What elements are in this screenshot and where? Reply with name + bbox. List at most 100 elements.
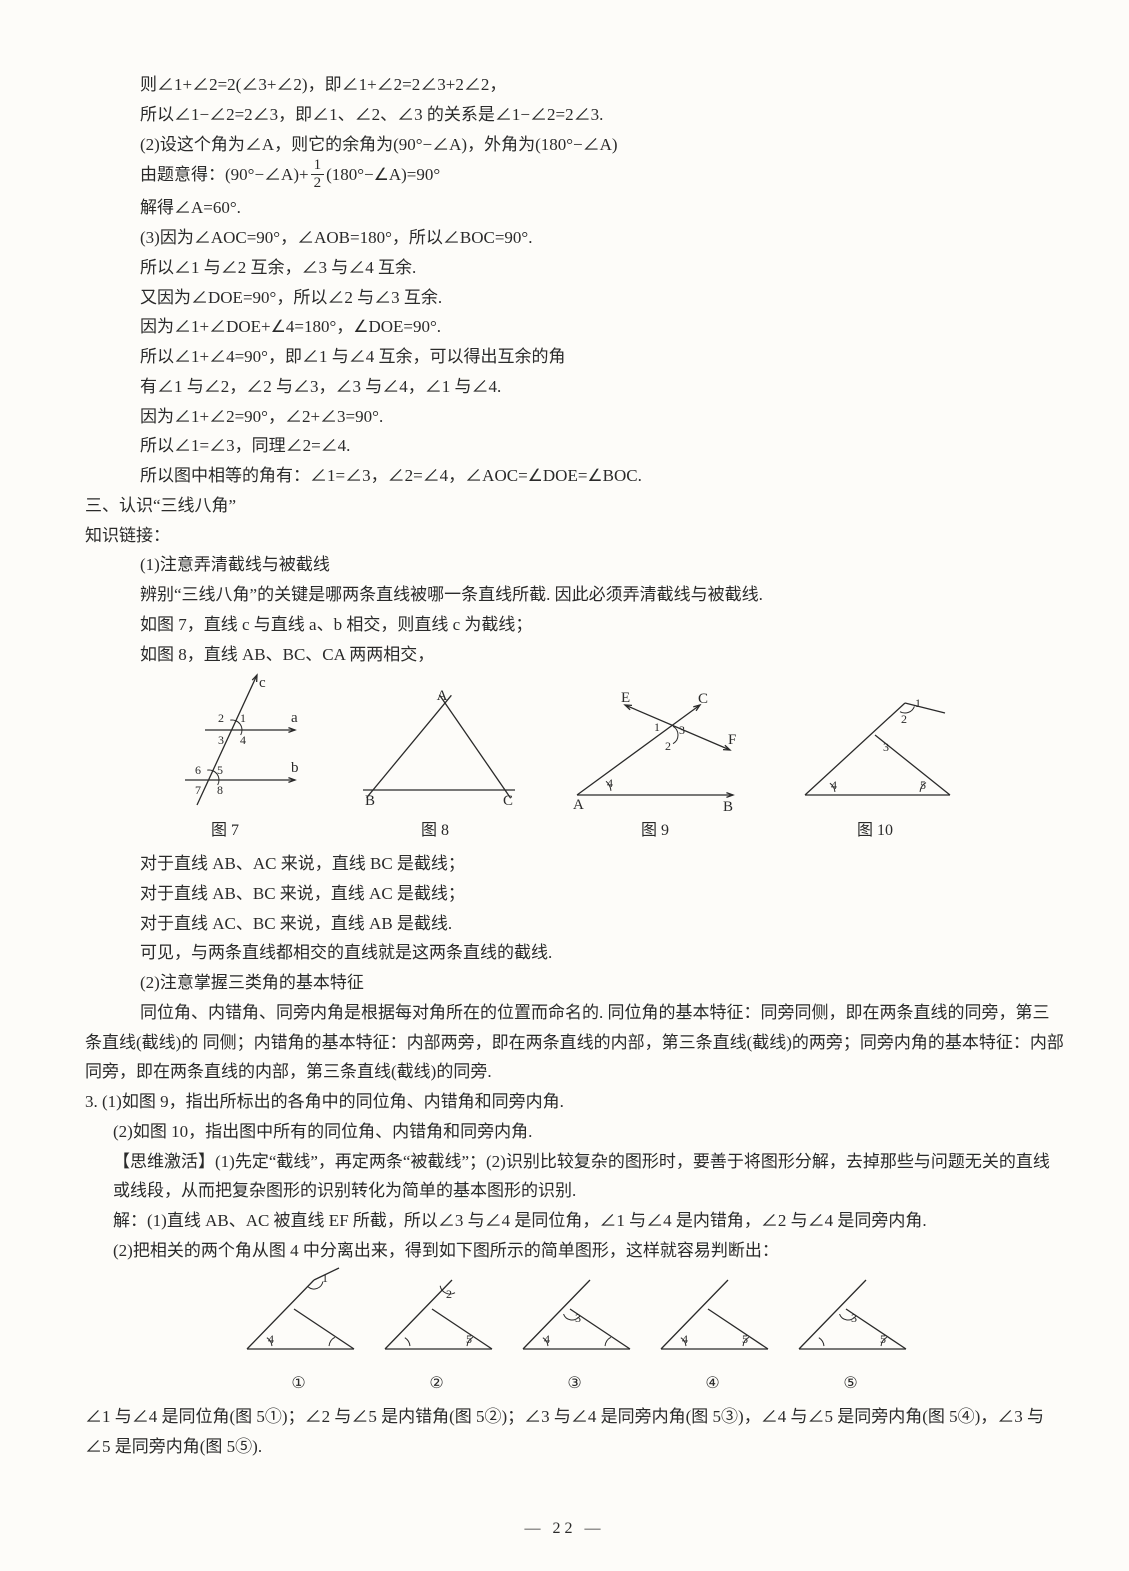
figure-8: ABC 图 8 <box>355 695 515 845</box>
small-fig-1: 41 ① <box>239 1274 359 1399</box>
line: 所以∠1−∠2=2∠3，即∠1、∠2、∠3 的关系是∠1−∠2=2∠3. <box>85 100 1064 130</box>
fig7-label: 图 7 <box>145 817 305 845</box>
line: 由题意得：(90°−∠A)+12(180°−∠A)=90° <box>85 159 1064 193</box>
small-fig5-svg: 53 <box>791 1274 911 1359</box>
svg-text:5: 5 <box>880 1332 886 1346</box>
know2-p2: 对于直线 AB、BC 来说，直线 AC 是截线； <box>85 879 1064 909</box>
small-fig3-svg: 43 <box>515 1274 635 1359</box>
q3-p1: 3. (1)如图 9，指出所标出的各角中的同位角、内错角和同旁内角. <box>85 1087 1064 1117</box>
svg-text:B: B <box>365 793 375 809</box>
siwei-label: 【思维激活】 <box>113 1152 215 1171</box>
svg-text:7: 7 <box>195 783 201 797</box>
know-p3: 如图 7，直线 c 与直线 a、b 相交，则直线 c 为截线； <box>85 610 1064 640</box>
svg-text:5: 5 <box>217 763 223 777</box>
figure-row-2: 41 ① 52 ② 43 ③ 45 ④ 53 ⑤ <box>85 1274 1064 1399</box>
svg-text:4: 4 <box>268 1332 274 1346</box>
small-fig3-label: ③ <box>515 1370 635 1398</box>
small-fig-5: 53 ⑤ <box>791 1274 911 1399</box>
svg-text:4: 4 <box>607 776 613 790</box>
know2-p1: 对于直线 AB、AC 来说，直线 BC 是截线； <box>85 849 1064 879</box>
svg-text:b: b <box>291 760 299 776</box>
fig9-label: 图 9 <box>565 817 745 845</box>
conclusion: ∠1 与∠4 是同位角(图 5①)；∠2 与∠5 是内错角(图 5②)；∠3 与… <box>85 1402 1064 1462</box>
svg-text:4: 4 <box>544 1332 550 1346</box>
section-title: 三、认识“三线八角” <box>85 491 1064 521</box>
line: 所以∠1+∠4=90°，即∠1 与∠4 互余，可以得出互余的角 <box>85 342 1064 372</box>
know-p2: 辨别“三线八角”的关键是哪两条直线被哪一条直线所截. 因此必须弄清截线与被截线. <box>85 580 1064 610</box>
fig8-label: 图 8 <box>355 817 515 845</box>
svg-text:1: 1 <box>240 711 246 725</box>
svg-text:2: 2 <box>901 712 907 726</box>
line: 所以∠1 与∠2 互余，∠3 与∠4 互余. <box>85 253 1064 283</box>
svg-text:3: 3 <box>218 733 224 747</box>
solution-p2: (2)把相关的两个角从图 4 中分离出来，得到如下图所示的简单图形，这样就容易判… <box>85 1236 1064 1266</box>
svg-text:5: 5 <box>920 778 926 792</box>
q3-p2: (2)如图 10，指出图中所有的同位角、内错角和同旁内角. <box>85 1117 1064 1147</box>
page-number: — 22 — <box>0 1515 1129 1543</box>
svg-text:C: C <box>698 691 708 707</box>
svg-text:2: 2 <box>218 711 224 725</box>
line: 所以∠1=∠3，同理∠2=∠4. <box>85 431 1064 461</box>
fig8-svg: ABC <box>355 695 515 805</box>
solution-p1: 解：(1)直线 AB、AC 被直线 EF 所截，所以∠3 与∠4 是同位角，∠1… <box>85 1206 1064 1236</box>
svg-text:F: F <box>728 732 736 748</box>
svg-text:4: 4 <box>682 1332 688 1346</box>
figure-row-1: abc12345678 图 7 ABC 图 8 1234ABCEF 图 9 12… <box>145 675 1064 845</box>
svg-text:5: 5 <box>742 1332 748 1346</box>
svg-text:1: 1 <box>654 720 660 734</box>
small-fig5-label: ⑤ <box>791 1370 911 1398</box>
svg-text:1: 1 <box>322 1271 328 1285</box>
small-fig2-label: ② <box>377 1370 497 1398</box>
small-fig1-label: ① <box>239 1370 359 1398</box>
svg-text:4: 4 <box>831 778 837 792</box>
know2-p5: (2)注意掌握三类角的基本特征 <box>85 968 1064 998</box>
small-fig4-label: ④ <box>653 1370 773 1398</box>
svg-text:B: B <box>723 799 733 815</box>
fig10-label: 图 10 <box>795 817 955 845</box>
siwei: 【思维激活】(1)先定“截线”，再定两条“被截线”；(2)识别比较复杂的图形时，… <box>85 1147 1064 1207</box>
fig10-svg: 123 4 5 <box>795 695 955 805</box>
figure-10: 123 4 5 图 10 <box>795 695 955 845</box>
svg-text:2: 2 <box>665 739 671 753</box>
svg-text:A: A <box>573 797 584 813</box>
line: 解得∠A=60°. <box>85 193 1064 223</box>
small-fig-3: 43 ③ <box>515 1274 635 1399</box>
solution-block-top: 则∠1+∠2=2(∠3+∠2)，即∠1+∠2=2∠3+2∠2， 所以∠1−∠2=… <box>85 70 1064 491</box>
line: (2)设这个角为∠A，则它的余角为(90°−∠A)，外角为(180°−∠A) <box>85 130 1064 160</box>
line: 因为∠1+∠DOE+∠4=180°，∠DOE=90°. <box>85 312 1064 342</box>
svg-text:6: 6 <box>195 763 201 777</box>
know2-p4: 可见，与两条直线都相交的直线就是这两条直线的截线. <box>85 938 1064 968</box>
svg-text:4: 4 <box>240 733 246 747</box>
small-fig-2: 52 ② <box>377 1274 497 1399</box>
line: 因为∠1+∠2=90°，∠2+∠3=90°. <box>85 402 1064 432</box>
svg-text:8: 8 <box>217 783 223 797</box>
fig9-svg: 1234ABCEF <box>565 695 745 805</box>
siwei-body: (1)先定“截线”，再定两条“被截线”；(2)识别比较复杂的图形时，要善于将图形… <box>113 1152 1050 1201</box>
small-fig1-svg: 41 <box>239 1274 359 1359</box>
line: (3)因为∠AOC=90°，∠AOB=180°，所以∠BOC=90°. <box>85 223 1064 253</box>
line: 则∠1+∠2=2(∠3+∠2)，即∠1+∠2=2∠3+2∠2， <box>85 70 1064 100</box>
know-p1: (1)注意弄清截线与被截线 <box>85 550 1064 580</box>
small-fig2-svg: 52 <box>377 1274 497 1359</box>
small-fig-4: 45 ④ <box>653 1274 773 1399</box>
line: 所以图中相等的角有：∠1=∠3，∠2=∠4，∠AOC=∠DOE=∠BOC. <box>85 461 1064 491</box>
svg-text:A: A <box>437 688 448 704</box>
svg-text:E: E <box>621 690 630 706</box>
figure-7: a b c 1 2 3 4 5 6 7 8 图 7 <box>145 675 305 845</box>
svg-text:C: C <box>503 793 513 809</box>
know2-p6: 同位角、内错角、同旁内角是根据每对角所在的位置而命名的. 同位角的基本特征：同旁… <box>85 998 1064 1087</box>
svg-text:c: c <box>259 675 266 691</box>
svg-text:3: 3 <box>883 740 889 754</box>
svg-text:5: 5 <box>466 1332 472 1346</box>
svg-text:a: a <box>291 710 298 726</box>
svg-text:1: 1 <box>915 696 921 710</box>
know2-p3: 对于直线 AC、BC 来说，直线 AB 是截线. <box>85 909 1064 939</box>
line: 有∠1 与∠2，∠2 与∠3，∠3 与∠4，∠1 与∠4. <box>85 372 1064 402</box>
svg-text:3: 3 <box>679 723 685 737</box>
fig7-svg: a b c 1 2 3 4 5 6 7 8 <box>145 675 305 805</box>
line: 又因为∠DOE=90°，所以∠2 与∠3 互余. <box>85 283 1064 313</box>
figure-9: 1234ABCEF 图 9 <box>565 695 745 845</box>
know-p4: 如图 8，直线 AB、BC、CA 两两相交， <box>85 640 1064 670</box>
page: 则∠1+∠2=2(∠3+∠2)，即∠1+∠2=2∠3+2∠2， 所以∠1−∠2=… <box>0 0 1129 1571</box>
small-fig4-svg: 45 <box>653 1274 773 1359</box>
